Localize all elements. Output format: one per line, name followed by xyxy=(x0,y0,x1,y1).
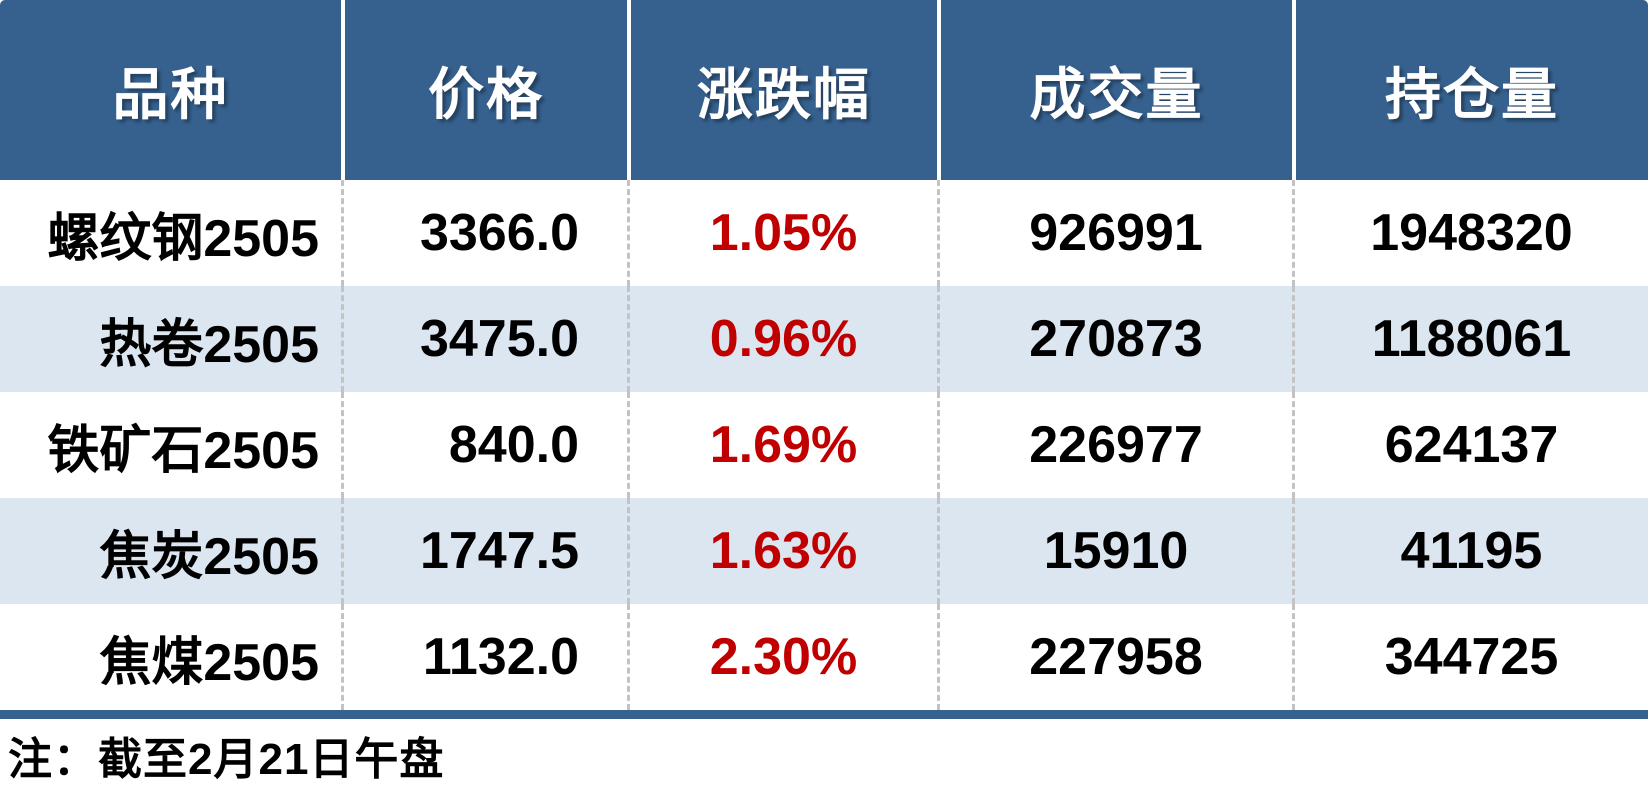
divider-bar xyxy=(0,710,1648,719)
futures-table: 品种 价格 涨跌幅 成交量 持仓量 螺纹钢2505 3366.0 1.05% 9… xyxy=(0,0,1648,710)
cell-volume: 15910 xyxy=(937,498,1292,604)
header-row: 品种 价格 涨跌幅 成交量 持仓量 xyxy=(0,0,1648,180)
cell-open-interest: 1188061 xyxy=(1292,286,1648,392)
cell-variety: 焦煤2505 xyxy=(0,604,341,710)
cell-open-interest: 41195 xyxy=(1292,498,1648,604)
cell-change: 1.05% xyxy=(627,180,937,286)
cell-price: 3475.0 xyxy=(341,286,627,392)
table-row: 热卷2505 3475.0 0.96% 270873 1188061 xyxy=(0,286,1648,392)
footer-note: 注：截至2月21日午盘 xyxy=(8,735,445,784)
cell-change: 1.63% xyxy=(627,498,937,604)
cell-price: 1747.5 xyxy=(341,498,627,604)
col-header-variety: 品种 xyxy=(0,0,341,180)
table-row: 焦煤2505 1132.0 2.30% 227958 344725 xyxy=(0,604,1648,710)
cell-price: 3366.0 xyxy=(341,180,627,286)
cell-volume: 226977 xyxy=(937,392,1292,498)
table-row: 铁矿石2505 840.0 1.69% 226977 624137 xyxy=(0,392,1648,498)
cell-volume: 270873 xyxy=(937,286,1292,392)
cell-change: 2.30% xyxy=(627,604,937,710)
col-header-volume: 成交量 xyxy=(937,0,1292,180)
cell-open-interest: 624137 xyxy=(1292,392,1648,498)
table-row: 螺纹钢2505 3366.0 1.05% 926991 1948320 xyxy=(0,180,1648,286)
cell-variety: 焦炭2505 xyxy=(0,498,341,604)
cell-open-interest: 344725 xyxy=(1292,604,1648,710)
col-header-open-interest: 持仓量 xyxy=(1292,0,1648,180)
cell-variety: 热卷2505 xyxy=(0,286,341,392)
cell-variety: 螺纹钢2505 xyxy=(0,180,341,286)
cell-price: 1132.0 xyxy=(341,604,627,710)
cell-volume: 227958 xyxy=(937,604,1292,710)
cell-price: 840.0 xyxy=(341,392,627,498)
col-header-price: 价格 xyxy=(341,0,627,180)
cell-open-interest: 1948320 xyxy=(1292,180,1648,286)
cell-variety: 铁矿石2505 xyxy=(0,392,341,498)
table-row: 焦炭2505 1747.5 1.63% 15910 41195 xyxy=(0,498,1648,604)
col-header-change: 涨跌幅 xyxy=(627,0,937,180)
cell-change: 1.69% xyxy=(627,392,937,498)
cell-volume: 926991 xyxy=(937,180,1292,286)
cell-change: 0.96% xyxy=(627,286,937,392)
